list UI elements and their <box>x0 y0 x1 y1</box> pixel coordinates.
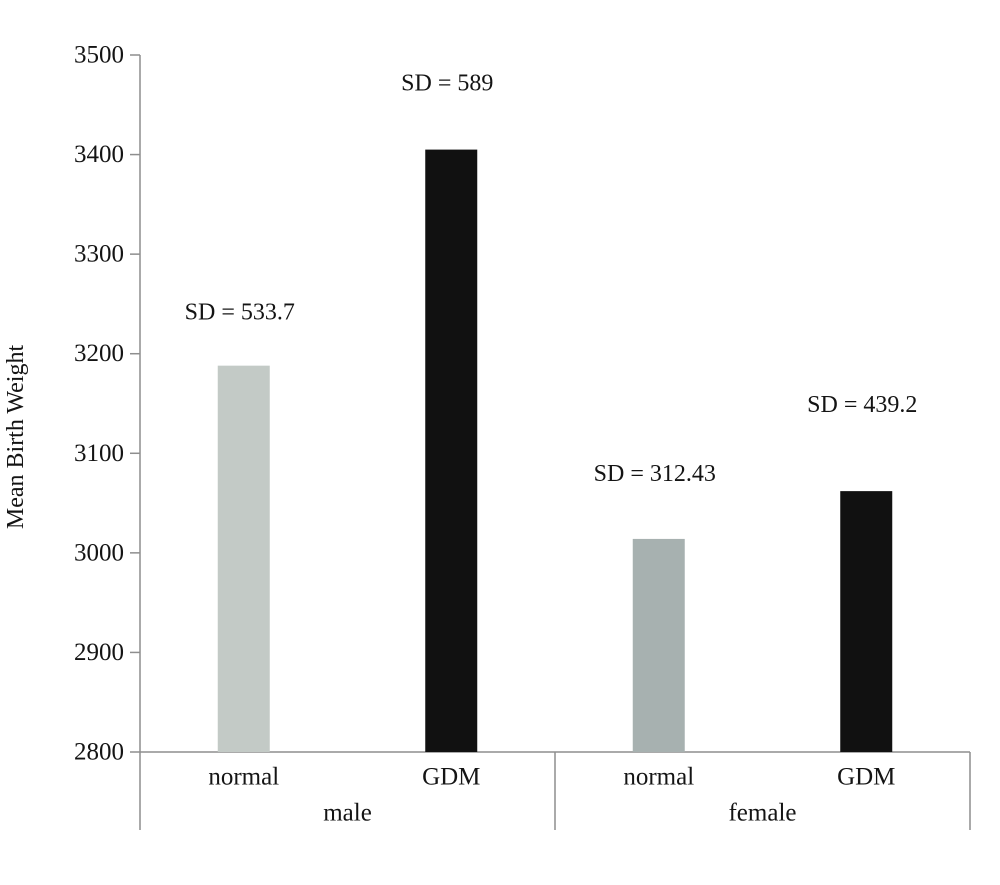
group-label-female: female <box>728 800 796 827</box>
y-tick-label: 3200 <box>74 340 124 367</box>
y-tick-label: 3100 <box>74 440 124 467</box>
sd-annotation-female-gdm: SD = 439.2 <box>807 392 917 418</box>
category-label-female-normal: normal <box>623 764 694 791</box>
category-label-male-gdm: GDM <box>422 764 480 791</box>
sd-annotation-male-normal: SD = 533.7 <box>185 300 295 326</box>
labels: 2800 2900 3000 3100 3200 3300 3400 3500 male norm… <box>74 42 917 827</box>
y-axis-label: Mean Birth Weight <box>3 345 29 530</box>
y-tick-label: 2800 <box>74 739 124 766</box>
y-tick-label: 3000 <box>74 539 124 566</box>
y-tick-label: 2900 <box>74 639 124 666</box>
bar-female-gdm <box>840 491 893 752</box>
sd-annotation-female-normal: SD = 312.43 <box>594 461 716 487</box>
category-label-male-normal: normal <box>208 764 279 791</box>
bar-female-normal <box>632 538 685 752</box>
y-tick-label: 3500 <box>74 42 124 69</box>
bar-male-normal <box>217 365 270 752</box>
y-tick-label: 3400 <box>74 141 124 168</box>
y-tick-label: 3300 <box>74 241 124 268</box>
sd-annotation-male-gdm: SD = 589 <box>401 71 493 97</box>
bar-male-gdm <box>425 149 478 753</box>
group-label-male: male <box>323 800 372 827</box>
bars <box>217 149 893 753</box>
category-label-female-gdm: GDM <box>837 764 895 791</box>
axes <box>130 54 971 830</box>
